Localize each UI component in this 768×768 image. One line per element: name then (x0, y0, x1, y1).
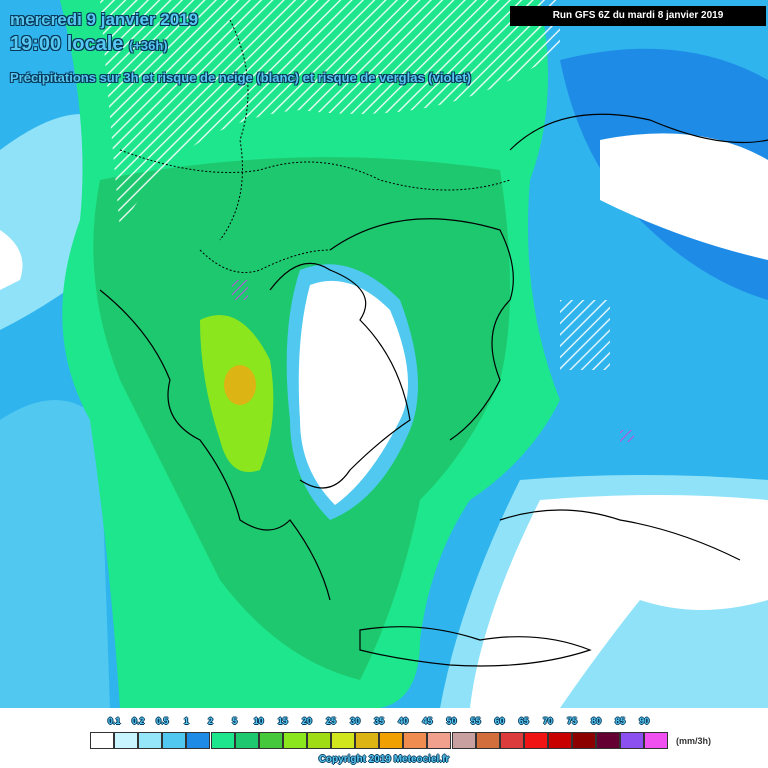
ice-risk (232, 280, 248, 300)
legend-swatch (210, 732, 235, 749)
legend-label: 1 (183, 716, 189, 726)
snow-risk (560, 300, 610, 370)
legend-label: 80 (591, 716, 602, 726)
borders (119, 19, 511, 273)
border (219, 19, 249, 241)
legend-label: 85 (615, 716, 626, 726)
legend: (mm/3h) Copyright 2019 Meteociel.fr 0.1 0… (0, 708, 768, 768)
legend-label: 70 (542, 716, 553, 726)
coast (329, 218, 514, 441)
legend-label: 10 (253, 716, 264, 726)
border (199, 249, 331, 273)
legend-swatch (258, 732, 283, 749)
dry-area (0, 230, 23, 290)
legend-label: 25 (325, 716, 337, 726)
legend-label: 55 (470, 716, 481, 726)
precip-blue (0, 400, 110, 708)
legend-label: 40 (398, 716, 409, 726)
local-time: 19:00 locale (10, 33, 124, 55)
legend-label: 75 (566, 716, 578, 726)
legend-label: 90 (639, 716, 650, 726)
legend-swatch (620, 732, 645, 749)
legend-label: 20 (301, 716, 312, 726)
legend-swatch (403, 732, 428, 749)
border (119, 149, 511, 191)
legend-swatch (234, 732, 259, 749)
legend-swatch (282, 732, 307, 749)
legend-unit: (mm/3h) (676, 736, 712, 746)
coastlines (99, 113, 768, 667)
ice-risk (620, 430, 634, 442)
legend-swatch (355, 732, 380, 749)
legend-label: 35 (374, 716, 385, 726)
legend-label: 30 (350, 716, 361, 726)
legend-label: 0.1 (107, 716, 121, 726)
legend-swatch (331, 732, 355, 749)
legend-label: 0.2 (131, 716, 145, 726)
crete (359, 626, 592, 667)
legend-label: 60 (494, 716, 505, 726)
legend-label: 50 (446, 716, 457, 726)
legend-swatch (596, 732, 621, 749)
coast (269, 262, 411, 489)
legend-swatch (547, 732, 572, 749)
legend-label: 5 (232, 716, 238, 726)
precip-peak (224, 365, 256, 405)
legend-swatch (186, 732, 211, 749)
legend-swatch (138, 732, 163, 749)
legend-swatch (451, 732, 476, 749)
legend-swatch (644, 732, 669, 749)
coast (99, 289, 331, 601)
dry-area (298, 280, 408, 505)
legend-swatch (499, 732, 524, 749)
run-label: Run GFS 6Z du mardi 8 janvier 2019 (510, 6, 766, 26)
dry-area (600, 133, 768, 260)
legend-label: 45 (422, 716, 433, 726)
description: Précipitations sur 3h et risque de neige… (10, 70, 471, 85)
precip-map (0, 0, 768, 708)
legend-swatch (475, 732, 500, 749)
legend-label: 0.5 (156, 716, 169, 726)
coast (499, 509, 741, 561)
dry-area (470, 495, 768, 708)
legend-swatch (114, 732, 139, 749)
legend-swatch (572, 732, 596, 749)
legend-swatch (379, 732, 404, 749)
time-title: 19:00 locale (+36h) (10, 33, 168, 56)
legend-swatch (306, 732, 331, 749)
legend-swatch (523, 732, 548, 749)
date-title: mercredi 9 janvier 2019 (10, 10, 199, 29)
lead-time: (+36h) (128, 38, 168, 53)
legend-label: 2 (207, 716, 214, 726)
legend-label: 65 (518, 716, 529, 726)
snow-risk (100, 0, 560, 230)
legend-label: 15 (277, 716, 288, 726)
legend-swatch (427, 732, 452, 749)
legend-swatch (162, 732, 187, 749)
coast (509, 113, 768, 151)
copyright: Copyright 2019 Meteociel.fr (318, 754, 450, 765)
legend-swatch (90, 732, 114, 749)
